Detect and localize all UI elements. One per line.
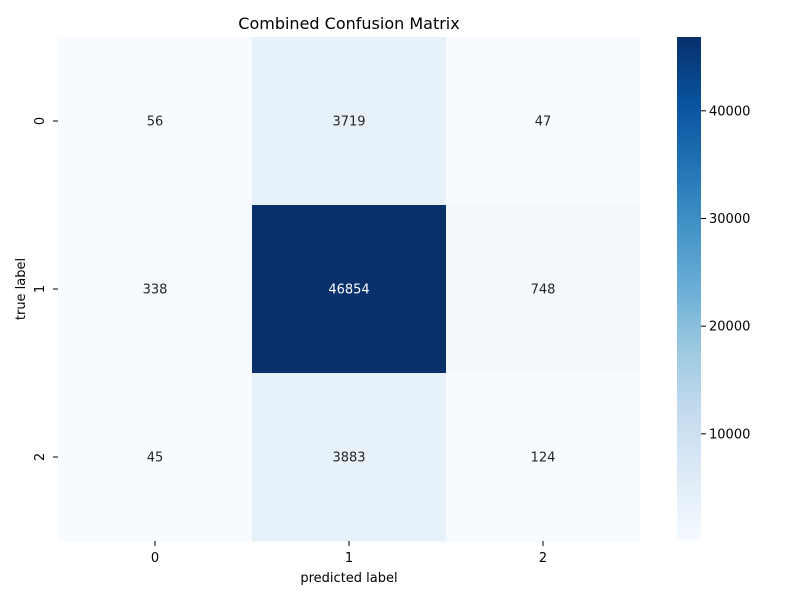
cell-value-label: 56 bbox=[147, 115, 164, 130]
cell-value-label: 3719 bbox=[332, 115, 365, 130]
cell-value-label: 124 bbox=[531, 451, 556, 466]
x-tick-label: 1 bbox=[345, 551, 353, 566]
cell-value-label: 3883 bbox=[332, 451, 365, 466]
x-tick-label: 0 bbox=[151, 551, 159, 566]
heatmap-cell bbox=[252, 37, 447, 206]
heatmap-cell bbox=[252, 373, 447, 542]
colorbar-tick-label: 30000 bbox=[709, 212, 750, 227]
cell-value-label: 47 bbox=[535, 115, 552, 130]
cell-value-label: 45 bbox=[147, 451, 164, 466]
x-axis: 0 1 2 bbox=[151, 541, 547, 566]
heatmap-cell-labels: 56 3719 47 338 46854 748 45 3883 124 bbox=[143, 115, 556, 466]
colorbar bbox=[677, 37, 701, 541]
x-axis-label: predicted label bbox=[300, 571, 397, 586]
chart-title: Combined Confusion Matrix bbox=[238, 14, 459, 33]
heatmap-cells bbox=[58, 37, 641, 542]
y-axis: 0 1 2 bbox=[33, 117, 58, 461]
heatmap-cell bbox=[58, 205, 253, 374]
y-axis-label: true label bbox=[14, 258, 29, 320]
heatmap-cell bbox=[58, 37, 253, 206]
y-tick-label: 0 bbox=[33, 117, 48, 125]
heatmap-cell bbox=[446, 205, 641, 374]
cell-value-label: 338 bbox=[143, 283, 168, 298]
colorbar-tick-label: 10000 bbox=[709, 427, 750, 442]
colorbar-tick-label: 40000 bbox=[709, 104, 750, 119]
cell-value-label: 46854 bbox=[328, 283, 369, 298]
cell-value-label: 748 bbox=[531, 283, 556, 298]
x-tick-label: 2 bbox=[539, 551, 547, 566]
y-tick-label: 2 bbox=[33, 453, 48, 461]
y-tick-label: 1 bbox=[33, 285, 48, 293]
heatmap-cell bbox=[58, 373, 253, 542]
colorbar-ticks: 10000 20000 30000 40000 bbox=[701, 104, 750, 442]
colorbar-tick-label: 20000 bbox=[709, 320, 750, 335]
heatmap-cell bbox=[252, 205, 447, 374]
heatmap-cell bbox=[446, 373, 641, 542]
heatmap-cell bbox=[446, 37, 641, 206]
